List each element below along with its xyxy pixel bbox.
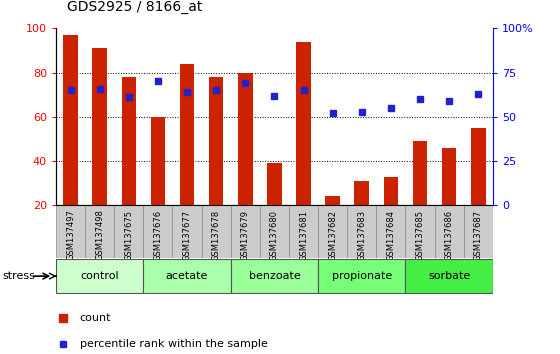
Bar [238, 73, 253, 205]
Text: GSM137680: GSM137680 [270, 210, 279, 261]
Text: percentile rank within the sample: percentile rank within the sample [80, 338, 267, 349]
Bar [435, 205, 464, 258]
Text: GSM137498: GSM137498 [95, 210, 104, 261]
Text: GSM137685: GSM137685 [416, 210, 424, 261]
Text: acetate: acetate [166, 271, 208, 281]
Bar [180, 64, 194, 205]
Text: GSM137497: GSM137497 [66, 210, 75, 261]
Bar [231, 259, 318, 293]
Bar [464, 205, 493, 258]
Text: GSM137684: GSM137684 [386, 210, 395, 261]
Bar [376, 205, 405, 258]
Bar [122, 77, 136, 205]
Bar [143, 259, 231, 293]
Bar [289, 205, 318, 258]
Text: GSM137686: GSM137686 [445, 210, 454, 261]
Bar [63, 35, 78, 205]
Bar [354, 181, 369, 205]
Bar [318, 205, 347, 258]
Text: stress: stress [3, 271, 36, 281]
Bar [56, 259, 143, 293]
Text: GSM137681: GSM137681 [299, 210, 308, 261]
Bar [172, 205, 202, 258]
Bar [114, 205, 143, 258]
Text: GSM137677: GSM137677 [183, 210, 192, 261]
Bar [405, 259, 493, 293]
Bar [442, 148, 456, 205]
Bar [405, 205, 435, 258]
Text: control: control [81, 271, 119, 281]
Bar [92, 48, 107, 205]
Bar [296, 42, 311, 205]
Bar [413, 141, 427, 205]
Bar [56, 205, 85, 258]
Bar [85, 205, 114, 258]
Text: count: count [80, 313, 111, 323]
Text: GSM137679: GSM137679 [241, 210, 250, 261]
Bar [471, 128, 486, 205]
Text: GSM137682: GSM137682 [328, 210, 337, 261]
Bar [318, 259, 405, 293]
Bar [151, 117, 165, 205]
Text: sorbate: sorbate [428, 271, 470, 281]
Bar [143, 205, 172, 258]
Text: benzoate: benzoate [249, 271, 300, 281]
Bar [267, 163, 282, 205]
Bar [209, 77, 223, 205]
Text: GSM137676: GSM137676 [153, 210, 162, 261]
Bar [260, 205, 289, 258]
Text: GDS2925 / 8166_at: GDS2925 / 8166_at [67, 0, 203, 14]
Text: GSM137687: GSM137687 [474, 210, 483, 261]
Bar [384, 177, 398, 205]
Text: GSM137675: GSM137675 [124, 210, 133, 261]
Bar [325, 196, 340, 205]
Bar [347, 205, 376, 258]
Bar [231, 205, 260, 258]
Text: propionate: propionate [332, 271, 392, 281]
Bar [202, 205, 231, 258]
Text: GSM137683: GSM137683 [357, 210, 366, 261]
Text: GSM137678: GSM137678 [212, 210, 221, 261]
